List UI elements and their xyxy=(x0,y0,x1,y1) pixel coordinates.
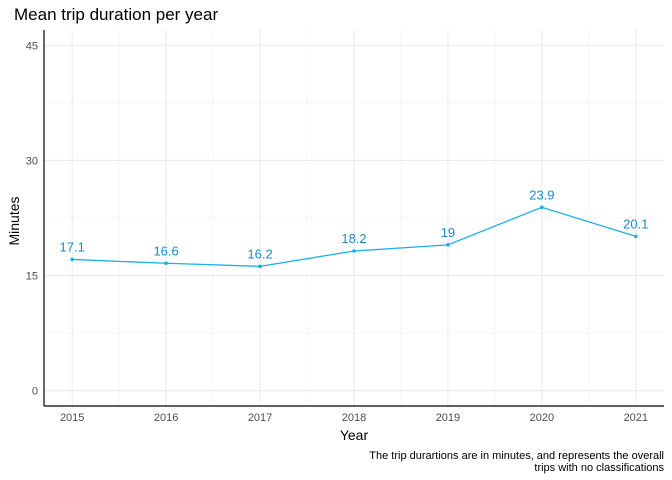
chart-title: Mean trip duration per year xyxy=(14,5,218,24)
x-axis-title: Year xyxy=(340,427,369,443)
data-label: 20.1 xyxy=(623,216,648,231)
data-label: 16.6 xyxy=(153,243,178,258)
axes xyxy=(43,30,664,407)
data-label: 18.2 xyxy=(341,231,366,246)
data-label: 16.2 xyxy=(247,246,272,261)
data-label: 23.9 xyxy=(529,187,554,202)
y-tick-label: 30 xyxy=(26,155,38,167)
y-tick-label: 0 xyxy=(32,386,38,398)
x-tick-label: 2019 xyxy=(436,412,460,424)
y-tick-label: 45 xyxy=(26,40,38,52)
x-tick-label: 2018 xyxy=(342,412,366,424)
x-tick-label: 2016 xyxy=(154,412,178,424)
x-tick-label: 2021 xyxy=(624,412,648,424)
x-tick-label: 2017 xyxy=(248,412,272,424)
y-axis-title: Minutes xyxy=(6,196,22,245)
data-label: 19 xyxy=(441,225,455,240)
data-point xyxy=(446,243,450,247)
caption: The trip durartions are in minutes, and … xyxy=(369,450,664,474)
data-point xyxy=(70,257,74,262)
x-tick-label: 2020 xyxy=(530,412,554,424)
series: 17.1 16.6 16.2 18.2 19 23.9 20.1 xyxy=(60,187,648,269)
x-tick-label: 2015 xyxy=(60,412,84,424)
y-tick-label: 15 xyxy=(26,271,38,283)
data-point xyxy=(164,261,168,266)
tick-labels: 0 15 30 45 2015 2016 2017 2018 2019 2020 2021 xyxy=(26,40,648,424)
data-label: 17.1 xyxy=(60,239,85,254)
data-point xyxy=(258,264,262,269)
caption-line: The trip durartions are in minutes, and … xyxy=(369,450,664,462)
data-point xyxy=(352,249,356,253)
caption-line: trips with no classifications xyxy=(534,462,664,474)
grid xyxy=(44,30,664,406)
data-point xyxy=(634,234,638,239)
data-point xyxy=(540,205,544,210)
